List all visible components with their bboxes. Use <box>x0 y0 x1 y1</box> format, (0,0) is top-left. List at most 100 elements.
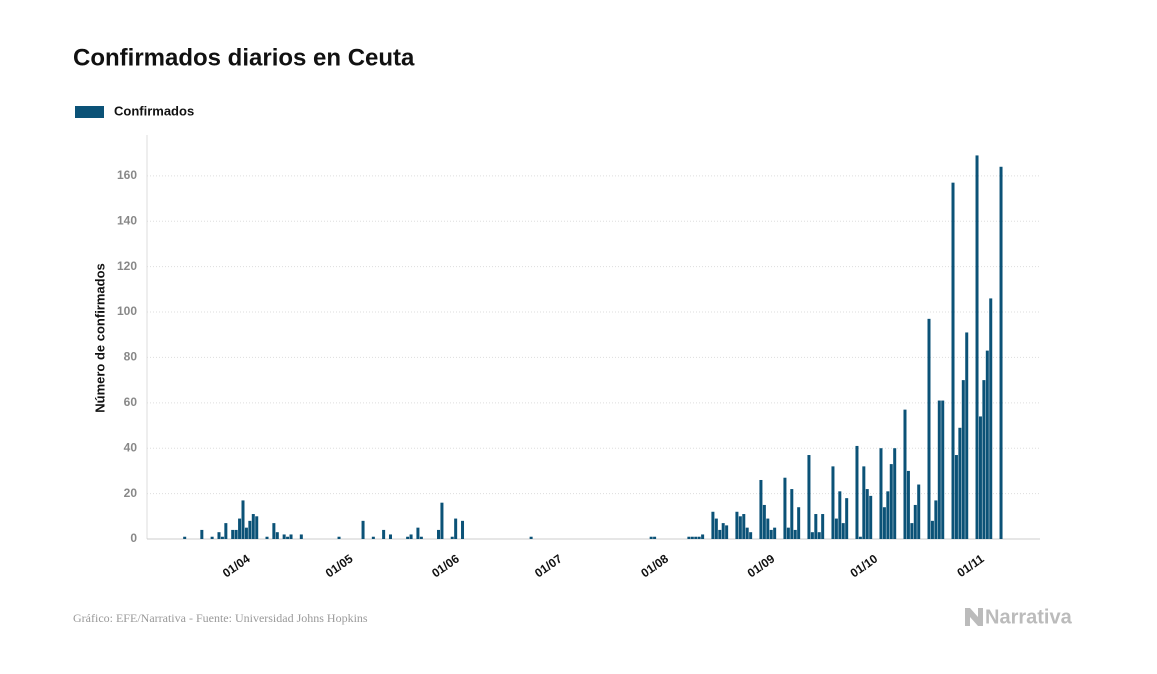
bar <box>845 498 849 539</box>
y-tick-label: 120 <box>117 259 137 273</box>
bar <box>865 489 869 539</box>
bar <box>718 529 722 539</box>
bar <box>937 400 941 539</box>
bar <box>690 536 694 539</box>
x-tick-label: 01/08 <box>638 551 671 580</box>
bar <box>807 455 811 539</box>
bar <box>841 523 845 539</box>
bar <box>913 504 917 539</box>
bar <box>210 536 214 539</box>
bar <box>701 534 705 539</box>
bar <box>437 529 441 539</box>
bar <box>855 445 859 539</box>
bar <box>337 536 341 539</box>
bar <box>906 470 910 539</box>
bar <box>388 534 392 539</box>
bar <box>810 532 814 539</box>
brand: Narrativa <box>985 606 1073 628</box>
bar <box>879 448 883 539</box>
bar <box>231 529 235 539</box>
bar <box>886 491 890 539</box>
bar <box>361 520 365 539</box>
bar <box>406 536 410 539</box>
legend-label: Confirmados <box>114 103 194 118</box>
bar <box>882 507 886 539</box>
bar <box>738 516 742 539</box>
bar <box>711 511 715 539</box>
bar <box>934 500 938 539</box>
bar <box>461 520 465 539</box>
bar <box>862 466 866 539</box>
bar <box>419 536 423 539</box>
bar <box>958 427 962 539</box>
logo-icon <box>965 608 983 626</box>
bar <box>783 477 787 539</box>
bar <box>910 523 914 539</box>
bar <box>217 532 221 539</box>
bar <box>234 529 238 539</box>
bar <box>930 520 934 539</box>
bar <box>687 536 691 539</box>
bar <box>725 525 729 539</box>
y-tick-label: 80 <box>124 350 138 364</box>
bar <box>954 455 958 539</box>
bar <box>838 491 842 539</box>
bar <box>745 527 749 539</box>
bar <box>289 534 293 539</box>
bar <box>742 514 746 539</box>
bar <box>440 502 444 539</box>
y-tick-label: 20 <box>124 486 138 500</box>
bar <box>814 514 818 539</box>
bar <box>382 529 386 539</box>
x-tick-label: 01/05 <box>323 551 356 580</box>
bar <box>978 416 982 539</box>
y-tick-label: 0 <box>130 531 137 545</box>
bar <box>858 536 862 539</box>
bar <box>454 518 458 539</box>
bar <box>286 536 290 539</box>
bar <box>917 484 921 539</box>
bar <box>272 523 276 539</box>
bar <box>220 536 224 539</box>
bar <box>299 534 303 539</box>
bar <box>834 518 838 539</box>
bar <box>371 536 375 539</box>
y-tick-label: 60 <box>124 395 138 409</box>
bar <box>265 536 269 539</box>
bar <box>786 527 790 539</box>
bar <box>821 514 825 539</box>
bar <box>793 529 797 539</box>
x-tick-label: 01/07 <box>532 551 565 580</box>
bar <box>951 182 955 540</box>
y-axis-label: Número de confirmados <box>92 263 107 413</box>
bar <box>529 536 533 539</box>
bar <box>721 523 725 539</box>
bar <box>941 400 945 539</box>
bar <box>797 507 801 539</box>
bar <box>762 504 766 539</box>
bar <box>869 495 873 539</box>
bar <box>244 527 248 539</box>
x-tick-label: 01/04 <box>220 551 253 580</box>
bar <box>903 409 907 539</box>
x-tick-label: 01/10 <box>848 551 881 580</box>
y-tick-label: 160 <box>117 168 137 182</box>
bar <box>694 536 698 539</box>
source: Gráfico: EFE/Narrativa - Fuente: Univers… <box>73 611 368 625</box>
bar <box>251 514 255 539</box>
chart-title: Confirmados diarios en Ceuta <box>73 44 415 71</box>
bar <box>982 380 986 539</box>
bar <box>275 532 279 539</box>
bar <box>649 536 653 539</box>
legend-swatch <box>75 106 104 118</box>
bar <box>450 536 454 539</box>
bar <box>248 520 252 539</box>
bar <box>749 532 753 539</box>
x-tick-label: 01/09 <box>745 551 778 580</box>
bar <box>766 518 770 539</box>
y-tick-label: 100 <box>117 304 137 318</box>
bar <box>889 464 893 539</box>
x-tick-label: 01/11 <box>954 551 986 579</box>
bar <box>965 332 969 539</box>
